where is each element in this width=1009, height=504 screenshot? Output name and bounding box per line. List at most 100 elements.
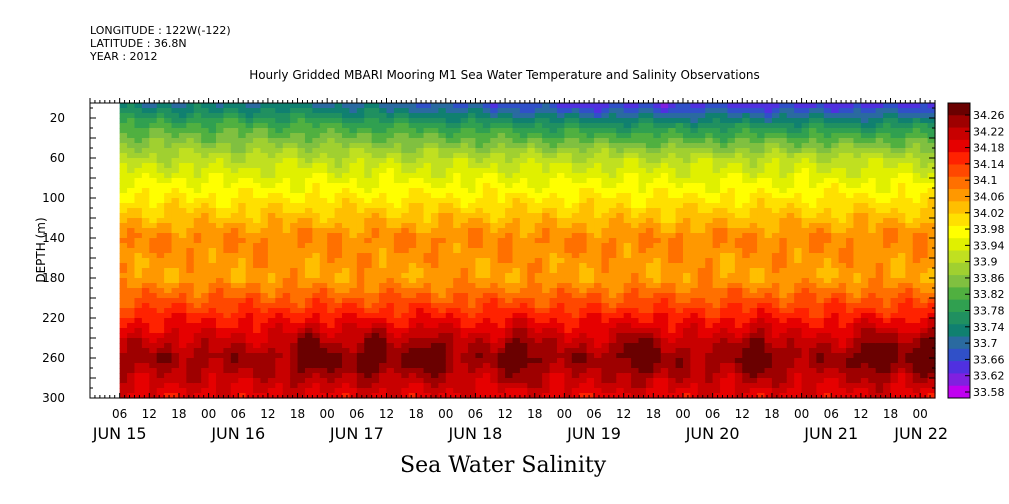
heatmap-cell	[119, 253, 128, 259]
heatmap-cell	[468, 293, 477, 299]
heatmap-cell	[594, 148, 603, 154]
heatmap-cell	[134, 108, 143, 114]
heatmap-cell	[379, 138, 388, 144]
heatmap-cell	[134, 308, 143, 314]
heatmap-cell	[468, 123, 477, 129]
heatmap-cell	[245, 178, 254, 184]
heatmap-cell	[379, 128, 388, 134]
heatmap-cell	[208, 193, 217, 199]
heatmap-cell	[482, 158, 491, 164]
heatmap-cell	[682, 268, 691, 274]
heatmap-cell	[705, 378, 714, 384]
heatmap-cell	[490, 308, 499, 314]
heatmap-cell	[327, 293, 336, 299]
heatmap-cell	[216, 348, 225, 354]
heatmap-cell	[386, 188, 395, 194]
heatmap-cell	[453, 338, 462, 344]
heatmap-cell	[623, 108, 632, 114]
heatmap-cell	[453, 368, 462, 374]
heatmap-cell	[519, 253, 528, 259]
heatmap-cell	[430, 188, 439, 194]
heatmap-cell	[556, 113, 565, 119]
heatmap-cell	[653, 133, 662, 139]
heatmap-cell	[230, 203, 239, 209]
heatmap-cell	[734, 198, 743, 204]
heatmap-cell	[127, 263, 136, 269]
heatmap-cell	[505, 138, 514, 144]
heatmap-cell	[430, 218, 439, 224]
heatmap-cell	[660, 223, 669, 229]
heatmap-cell	[556, 388, 565, 394]
heatmap-cell	[349, 338, 358, 344]
heatmap-cell	[119, 343, 128, 349]
heatmap-cell	[460, 278, 469, 284]
heatmap-cell	[149, 233, 158, 239]
heatmap-cell	[534, 128, 543, 134]
heatmap-cell	[534, 338, 543, 344]
heatmap-cell	[171, 323, 180, 329]
heatmap-cell	[356, 383, 365, 389]
heatmap-cell	[178, 153, 187, 159]
heatmap-cell	[571, 113, 580, 119]
heatmap-cell	[453, 178, 462, 184]
heatmap-cell	[356, 268, 365, 274]
heatmap-cell	[482, 203, 491, 209]
heatmap-cell	[579, 168, 588, 174]
heatmap-cell	[171, 128, 180, 134]
heatmap-cell	[653, 193, 662, 199]
heatmap-cell	[401, 378, 410, 384]
heatmap-cell	[423, 233, 432, 239]
heatmap-cell	[660, 143, 669, 149]
heatmap-cell	[720, 193, 729, 199]
heatmap-cell	[460, 208, 469, 214]
heatmap-cell	[660, 273, 669, 279]
heatmap-cell	[208, 378, 217, 384]
heatmap-cell	[230, 353, 239, 359]
heatmap-cell	[327, 123, 336, 129]
heatmap-cell	[386, 378, 395, 384]
heatmap-cell	[675, 383, 684, 389]
heatmap-cell	[416, 228, 425, 234]
heatmap-cell	[186, 153, 195, 159]
heatmap-cell	[556, 373, 565, 379]
heatmap-cell	[594, 273, 603, 279]
heatmap-cell	[297, 243, 306, 249]
heatmap-cell	[386, 193, 395, 199]
heatmap-cell	[371, 158, 380, 164]
heatmap-cell	[253, 138, 262, 144]
heatmap-cell	[631, 348, 640, 354]
heatmap-cell	[482, 183, 491, 189]
heatmap-cell	[178, 318, 187, 324]
heatmap-cell	[438, 133, 447, 139]
heatmap-cell	[393, 288, 402, 294]
heatmap-cell	[408, 278, 417, 284]
heatmap-cell	[149, 253, 158, 259]
heatmap-cell	[141, 388, 150, 394]
heatmap-cell	[238, 313, 247, 319]
heatmap-cell	[720, 163, 729, 169]
heatmap-cell	[260, 188, 269, 194]
heatmap-cell	[304, 208, 313, 214]
heatmap-cell	[438, 358, 447, 364]
heatmap-cell	[660, 228, 669, 234]
heatmap-cell	[349, 373, 358, 379]
heatmap-cell	[156, 258, 165, 264]
heatmap-cell	[638, 158, 647, 164]
heatmap-cell	[127, 253, 136, 259]
heatmap-cell	[134, 268, 143, 274]
heatmap-cell	[505, 298, 514, 304]
heatmap-cell	[193, 158, 202, 164]
heatmap-cell	[430, 263, 439, 269]
heatmap-cell	[697, 338, 706, 344]
heatmap-cell	[178, 378, 187, 384]
heatmap-cell	[734, 228, 743, 234]
heatmap-cell	[668, 213, 677, 219]
heatmap-cell	[371, 278, 380, 284]
heatmap-cell	[720, 138, 729, 144]
heatmap-cell	[260, 323, 269, 329]
heatmap-cell	[675, 178, 684, 184]
heatmap-cell	[519, 283, 528, 289]
heatmap-cell	[267, 393, 276, 399]
heatmap-cell	[223, 318, 232, 324]
chart-title: Hourly Gridded MBARI Mooring M1 Sea Wate…	[249, 68, 760, 82]
